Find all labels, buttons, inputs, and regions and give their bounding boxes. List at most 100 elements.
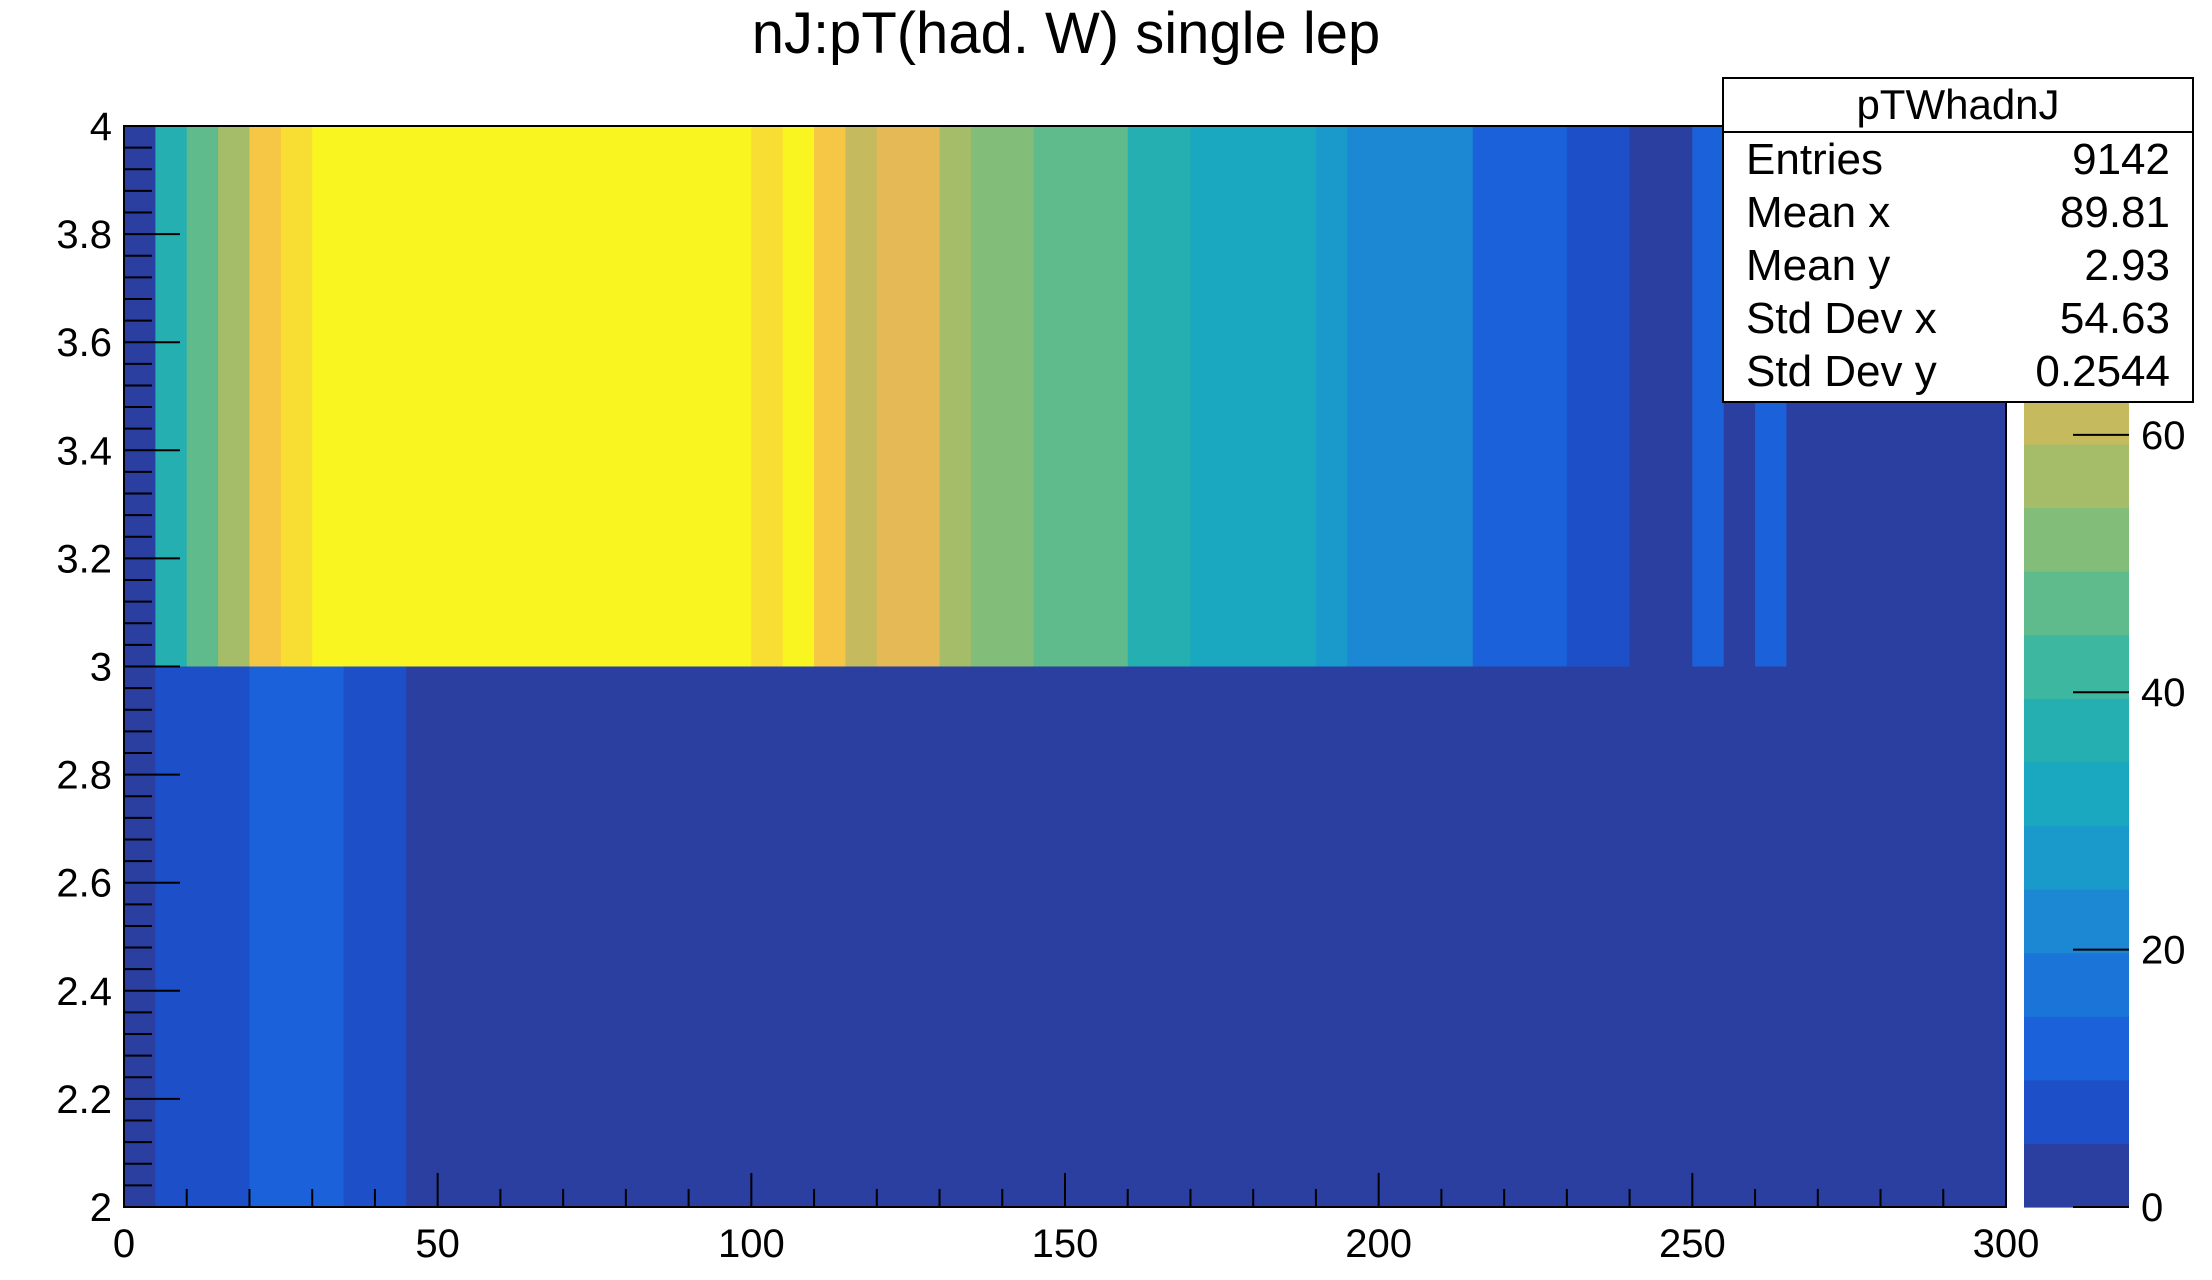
heatmap-cell [814,126,847,667]
y-tick-label: 3 [90,646,112,690]
colorbar-tick-label: 60 [2141,414,2186,458]
heatmap-cell [719,666,752,1207]
heatmap-cell [594,126,627,667]
y-tick-label: 3.4 [56,429,112,473]
x-tick-label: 50 [415,1222,460,1266]
y-tick-label: 3.2 [56,537,112,581]
heatmap-cell [1441,126,1474,667]
heatmap-cell [1943,666,1976,1207]
heatmap-cell [625,126,658,667]
heatmap-cell [751,666,784,1207]
colorbar-segment [2024,952,2129,1017]
heatmap-cell [845,666,878,1207]
x-tick-label: 0 [113,1222,135,1266]
heatmap-cell [1692,126,1725,667]
stats-label: Std Dev y [1746,347,1937,396]
stats-row: Entries 9142 [1724,133,2192,186]
heatmap-cell [1033,126,1066,667]
heatmap-cell [782,666,815,1207]
heatmap-cell [1629,666,1662,1207]
heatmap-cell [1472,666,1505,1207]
heatmap-cell [751,126,784,667]
y-tick-label: 4 [90,105,112,149]
heatmap-cell [563,666,596,1207]
heatmap-cell [155,126,188,667]
stats-row: Std Dev y 0.2544 [1724,345,2192,398]
heatmap-cell [1692,666,1725,1207]
heatmap-cell [876,126,909,667]
y-tick-label: 2.4 [56,970,112,1014]
stats-value: 2.93 [2084,241,2170,290]
heatmap-cell [249,666,282,1207]
heatmap-cell [1284,126,1317,667]
stats-value: 54.63 [2059,294,2170,343]
heatmap-cell [1629,126,1662,667]
heatmap-cell [1033,666,1066,1207]
heatmap-cell [1504,666,1537,1207]
heatmap-cell [688,666,721,1207]
colorbar-segment [2024,634,2129,699]
heatmap-cell [1441,666,1474,1207]
heatmap-cell [186,126,219,667]
heatmap-cell [1159,126,1192,667]
x-tick-label: 250 [1659,1222,1726,1266]
heatmap-cell [280,126,313,667]
x-tick-label: 150 [1032,1222,1099,1266]
heatmap-cell [218,126,251,667]
heatmap-cell [688,126,721,667]
heatmap-cell [1880,666,1913,1207]
heatmap-cell [1002,126,1035,667]
heatmap-cell [782,126,815,667]
heatmap-cell [1253,126,1286,667]
heatmap-cell [1472,126,1505,667]
x-tick-label: 200 [1345,1222,1412,1266]
heatmap-cell [280,666,313,1207]
heatmap-cell [845,126,878,667]
heatmap-cell [1723,666,1756,1207]
stats-row: Std Dev x 54.63 [1724,292,2192,345]
heatmap-cell [1347,126,1380,667]
heatmap-cell [1566,126,1599,667]
heatmap-cell [437,126,470,667]
heatmap-cell [1127,666,1160,1207]
heatmap-cell [155,666,188,1207]
heatmap-cell [1065,666,1097,1207]
stats-row: Mean x 89.81 [1724,186,2192,239]
stats-value: 9142 [2072,135,2170,184]
heatmap-cell [1598,126,1631,667]
stats-value: 0.2544 [2035,347,2170,396]
heatmap-cell [186,666,219,1207]
heatmap-cell [406,666,439,1207]
heatmap-cell [1221,666,1254,1207]
heatmap-cell [939,126,972,667]
heatmap-cell [343,126,376,667]
heatmap-cell [1410,666,1442,1207]
heatmap-cell [1566,666,1599,1207]
x-tick-label: 100 [718,1222,785,1266]
heatmap-cell [124,126,156,667]
heatmap-cell [1598,666,1631,1207]
heatmap-cell [1504,126,1537,667]
heatmap-cell [1535,666,1568,1207]
heatmap-cell [374,666,407,1207]
heatmap-cell [1284,666,1317,1207]
heatmap-cell [469,666,501,1207]
heatmap-cell [343,666,376,1207]
heatmap-cell [531,666,564,1207]
heatmap-cell [1660,666,1693,1207]
colorbar-segment [2024,443,2129,509]
stats-label: Mean y [1746,241,1891,290]
heatmap-cell [124,666,156,1207]
heatmap-cell [1221,126,1254,667]
heatmap-cell [1159,666,1192,1207]
colorbar-tick-label: 0 [2141,1186,2163,1230]
heatmap-cell [218,666,251,1207]
y-tick-label: 2 [90,1186,112,1230]
heatmap-cell [1817,666,1850,1207]
y-tick-label: 2.2 [56,1078,112,1122]
heatmap-cell [469,126,501,667]
stats-value: 89.81 [2059,188,2170,237]
colorbar-segment [2024,571,2129,636]
heatmap-cell [625,666,658,1207]
